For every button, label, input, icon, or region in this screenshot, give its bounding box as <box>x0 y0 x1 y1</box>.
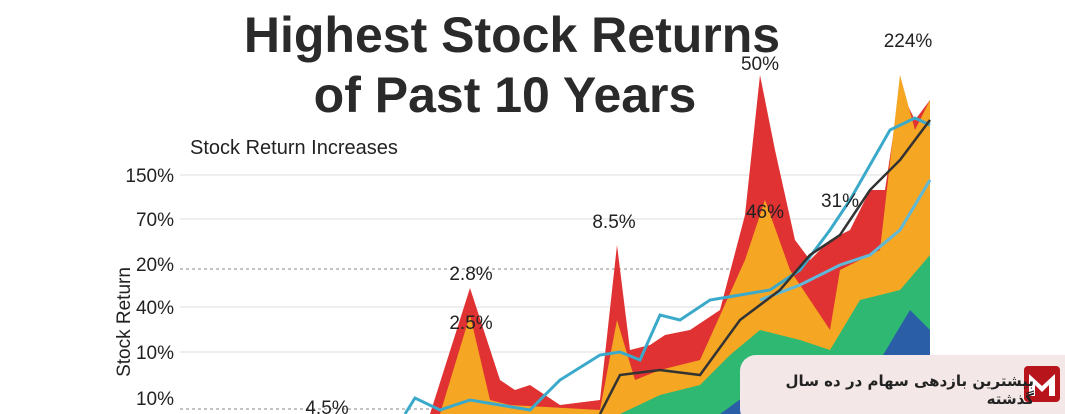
line-light <box>759 179 932 302</box>
y-tick-label: 10% <box>136 343 174 364</box>
annotation: 224% <box>884 31 933 52</box>
annotations: 224% 50% 8.5% 2.8% 2.5% 46% 31% 4.5% <box>305 31 932 414</box>
area-orange <box>440 75 930 414</box>
tick-labels: 150% 70% 20% 40% 10% 10% <box>125 166 174 410</box>
title-line: Highest Stock Returns <box>244 7 780 63</box>
banner-text: بیشترین بازدهی سهام در ده سال گذشته <box>785 372 1034 408</box>
annotation: 4.5% <box>305 398 348 414</box>
subtitle: Stock Return Increases <box>190 137 398 159</box>
axis-label: Stock Return <box>114 267 135 377</box>
annotation: 2.8% <box>449 264 492 285</box>
banner: بیشترین بازدهی سهام در ده سال گذشته <box>740 355 1065 414</box>
logo <box>1024 366 1060 402</box>
y-tick-label: 10% <box>136 389 174 410</box>
y-tick-label: 20% <box>136 255 174 276</box>
annotation: 50% <box>741 54 779 75</box>
annotation: 8.5% <box>592 212 635 233</box>
y-tick-label: 150% <box>125 166 174 187</box>
y-tick-label: 40% <box>136 298 174 319</box>
title-line: of Past 10 Years <box>314 67 697 123</box>
annotation: 2.5% <box>449 313 492 334</box>
line-teal <box>403 116 931 414</box>
annotation: 46% <box>746 202 784 223</box>
line-dark <box>598 119 931 414</box>
y-tick-label: 70% <box>136 210 174 231</box>
annotation: 31% <box>821 191 859 212</box>
